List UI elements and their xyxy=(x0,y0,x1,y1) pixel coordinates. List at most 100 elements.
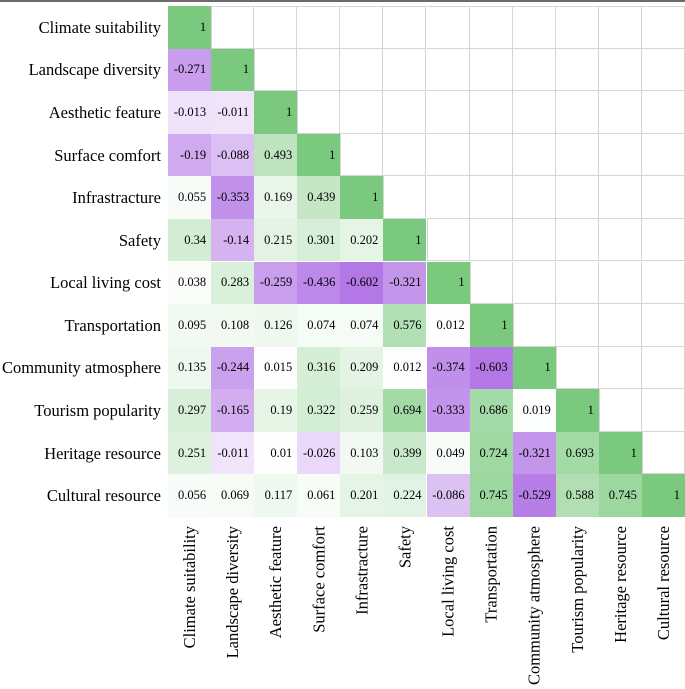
cell-value: 0.201 xyxy=(350,488,379,503)
empty-cell xyxy=(340,91,384,134)
row-label: Heritage resource xyxy=(44,443,161,463)
matrix-cell: 0.015 xyxy=(254,346,298,390)
empty-cell xyxy=(383,48,427,92)
cell-value: 1 xyxy=(415,232,422,247)
cell-value: -0.19 xyxy=(180,147,207,162)
matrix-cell: -0.013 xyxy=(168,91,212,134)
empty-cell xyxy=(555,6,599,49)
cell-value: 0.169 xyxy=(264,190,293,205)
empty-cell xyxy=(254,48,298,92)
cell-value: 0.283 xyxy=(221,275,250,290)
empty-cell xyxy=(641,91,685,134)
empty-cell xyxy=(383,91,427,134)
matrix-cell: 0.251 xyxy=(168,431,212,475)
cell-value: 0.493 xyxy=(264,147,293,162)
matrix-cell: 0.103 xyxy=(340,431,384,475)
empty-cell xyxy=(598,91,642,134)
cell-value: 0.19 xyxy=(270,403,293,418)
matrix-cell: 1 xyxy=(641,474,685,517)
matrix-cell: -0.088 xyxy=(211,133,255,177)
cell-value: -0.353 xyxy=(216,190,250,205)
cell-value: 1 xyxy=(372,190,379,205)
matrix-cell: 0.34 xyxy=(168,218,212,262)
cell-value: 0.095 xyxy=(177,317,207,332)
empty-cell xyxy=(641,133,685,177)
cell-value: 1 xyxy=(458,275,465,290)
matrix-cell: 0.169 xyxy=(254,176,298,219)
matrix-cell: -0.374 xyxy=(426,346,470,390)
cell-value: 0.012 xyxy=(393,360,422,375)
cell-value: 0.209 xyxy=(350,360,379,375)
empty-cell xyxy=(469,91,513,134)
cell-value: 0.399 xyxy=(393,445,422,460)
empty-cell xyxy=(598,304,642,347)
empty-cell xyxy=(469,6,513,49)
matrix-cell: -0.333 xyxy=(426,389,470,432)
empty-cell xyxy=(598,176,642,219)
matrix-cell: 0.135 xyxy=(168,346,212,390)
matrix-cell: -0.086 xyxy=(426,474,470,517)
matrix-cell: 0.108 xyxy=(211,304,255,347)
cell-value: -0.013 xyxy=(173,104,207,119)
cell-value: -0.011 xyxy=(217,104,250,119)
cell-value: 0.202 xyxy=(350,232,379,247)
cell-value: 0.694 xyxy=(393,403,422,418)
matrix-cell: 0.215 xyxy=(254,218,298,262)
cell-value: 1 xyxy=(544,360,551,375)
row-label: Surface comfort xyxy=(54,145,161,165)
cell-value: 1 xyxy=(630,445,637,460)
matrix-cell: -0.353 xyxy=(211,176,255,219)
empty-cell xyxy=(254,6,298,49)
cell-value: 0.074 xyxy=(307,317,336,332)
cell-value: -0.088 xyxy=(216,147,250,162)
matrix-cell: 0.012 xyxy=(383,346,427,390)
matrix-cell: 0.724 xyxy=(469,431,513,475)
matrix-cell: 0.069 xyxy=(211,474,255,517)
row-label: Cultural resource xyxy=(46,486,161,506)
cell-value: 1 xyxy=(285,104,293,119)
row-label: Transportation xyxy=(64,315,161,335)
cell-value: -0.026 xyxy=(303,445,336,460)
cell-value: -0.271 xyxy=(173,62,207,77)
matrix-cell: 0.694 xyxy=(383,389,427,432)
empty-cell xyxy=(426,218,470,262)
cell-value: -0.602 xyxy=(346,275,379,290)
column-label: Transportation xyxy=(481,526,501,623)
empty-cell xyxy=(598,261,642,305)
matrix-cell: 0.01 xyxy=(254,431,298,475)
matrix-cell: 0.117 xyxy=(254,474,298,517)
empty-cell xyxy=(512,176,556,219)
matrix-cell: 0.745 xyxy=(469,474,513,517)
row-label: Local living cost xyxy=(50,273,161,293)
empty-cell xyxy=(383,176,427,219)
cell-value: 1 xyxy=(329,147,336,162)
cell-value: 1 xyxy=(673,488,680,503)
matrix-cell: 0.576 xyxy=(383,304,427,347)
empty-cell xyxy=(641,6,685,49)
matrix-cell: 0.055 xyxy=(168,176,212,219)
top-rule xyxy=(0,0,685,2)
cell-value: 0.251 xyxy=(177,445,207,460)
cell-value: -0.244 xyxy=(216,360,250,375)
matrix-cell: 0.095 xyxy=(168,304,212,347)
cell-value: -0.321 xyxy=(389,275,422,290)
empty-cell xyxy=(641,48,685,92)
cell-value: -0.321 xyxy=(518,445,551,460)
cell-value: 0.049 xyxy=(436,445,465,460)
matrix-cell: 1 xyxy=(555,389,599,432)
cell-value: 0.588 xyxy=(565,488,594,503)
column-label: Surface comfort xyxy=(309,526,329,633)
row-label: Aesthetic feature xyxy=(48,102,161,122)
empty-cell xyxy=(555,176,599,219)
column-label: Landscape diversity xyxy=(223,526,243,659)
column-label: Infrastracture xyxy=(352,526,372,615)
empty-cell xyxy=(555,261,599,305)
matrix-cell: 1 xyxy=(383,218,427,262)
cell-value: 0.074 xyxy=(350,317,379,332)
empty-cell xyxy=(555,91,599,134)
empty-cell xyxy=(383,6,427,49)
cell-value: 0.061 xyxy=(307,488,336,503)
matrix-cell: 0.693 xyxy=(555,431,599,475)
cell-value: 0.103 xyxy=(350,445,379,460)
matrix-cell: -0.14 xyxy=(211,218,255,262)
